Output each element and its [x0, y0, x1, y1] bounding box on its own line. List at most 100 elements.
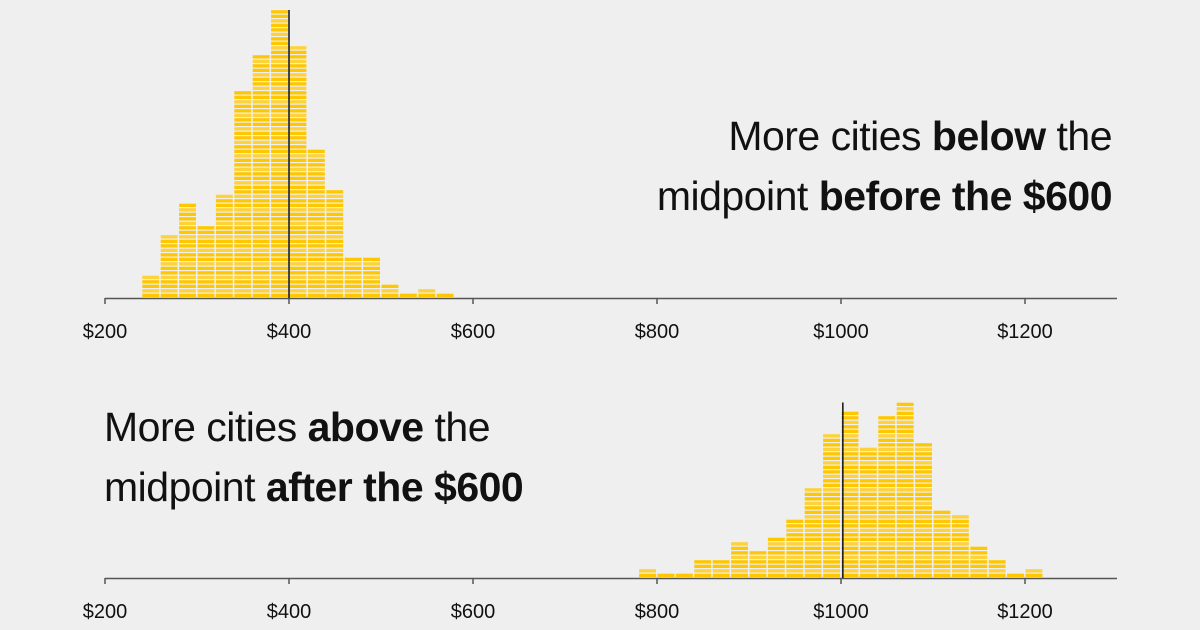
bar-unit	[252, 190, 270, 194]
bar-unit	[307, 257, 325, 261]
bar-unit	[951, 555, 969, 559]
bar-unit	[271, 86, 288, 90]
bar-unit	[933, 564, 951, 568]
bar-unit	[215, 235, 233, 239]
bar-unit	[289, 158, 307, 162]
bar-unit	[970, 560, 988, 564]
bar	[639, 569, 656, 577]
bar-unit	[896, 456, 914, 460]
bar-unit	[933, 569, 951, 573]
bar-unit	[307, 293, 325, 297]
bar-unit	[363, 275, 380, 279]
bar	[1007, 573, 1024, 577]
bar-unit	[896, 546, 914, 550]
bar-unit	[160, 262, 178, 266]
bar-unit	[326, 199, 344, 203]
bar-unit	[859, 560, 877, 564]
bar-unit	[271, 68, 288, 72]
bar-unit	[915, 456, 932, 460]
bar-unit	[271, 208, 288, 212]
bar-unit	[951, 569, 969, 573]
bar-unit	[234, 293, 252, 297]
bar-unit	[160, 284, 178, 288]
bar-unit	[289, 230, 307, 234]
bar-unit	[859, 537, 877, 541]
bar-unit	[160, 244, 178, 248]
bar-unit	[859, 461, 877, 465]
bar-unit	[234, 221, 252, 225]
bar-unit	[896, 488, 914, 492]
bar-unit	[786, 555, 804, 559]
bar	[252, 55, 270, 297]
bar-unit	[896, 506, 914, 510]
bar-unit	[326, 230, 344, 234]
bar-unit	[289, 68, 307, 72]
bar-unit	[252, 149, 270, 153]
bar	[804, 488, 822, 577]
bar-unit	[271, 293, 288, 297]
bar-unit	[823, 573, 840, 577]
bar-unit	[915, 573, 932, 577]
bar-unit	[234, 109, 252, 113]
bar-unit	[933, 537, 951, 541]
bar-unit	[841, 443, 859, 447]
bar-unit	[915, 560, 932, 564]
bar-unit	[841, 461, 859, 465]
bar-unit	[160, 248, 178, 252]
bar-unit	[289, 145, 307, 149]
x-tick-label: $1000	[813, 321, 869, 343]
bar-unit	[344, 293, 362, 297]
bar-unit	[252, 100, 270, 104]
bar-unit	[878, 452, 896, 456]
bar-unit	[896, 555, 914, 559]
bar-unit	[823, 456, 840, 460]
bar-unit	[289, 248, 307, 252]
bar-unit	[823, 519, 840, 523]
bar-unit	[896, 537, 914, 541]
bar-unit	[271, 19, 288, 23]
bar-unit	[234, 131, 252, 135]
bar-unit	[878, 447, 896, 451]
bar-unit	[142, 284, 160, 288]
bar-unit	[804, 501, 822, 505]
bar-unit	[915, 488, 932, 492]
bar-unit	[878, 528, 896, 532]
bar-unit	[215, 293, 233, 297]
bar-unit	[289, 293, 307, 297]
bar-unit	[859, 474, 877, 478]
bar-unit	[271, 127, 288, 131]
bar-unit	[271, 59, 288, 63]
bar-unit	[289, 185, 307, 189]
bar-unit	[252, 289, 270, 293]
bar-unit	[767, 560, 785, 564]
bar-unit	[841, 483, 859, 487]
bar-unit	[823, 515, 840, 519]
bar	[823, 434, 840, 577]
bar-unit	[307, 190, 325, 194]
bar-unit	[271, 95, 288, 99]
bar-unit	[767, 573, 785, 577]
bar-unit	[823, 560, 840, 564]
bar-unit	[252, 257, 270, 261]
bar-unit	[252, 212, 270, 216]
bar-unit	[841, 510, 859, 514]
bar-unit	[878, 429, 896, 433]
bar-unit	[271, 113, 288, 117]
bar-unit	[951, 524, 969, 528]
bar-unit	[234, 113, 252, 117]
bar-unit	[271, 37, 288, 41]
bar-unit	[1025, 573, 1043, 577]
bar-unit	[271, 154, 288, 158]
bar-unit	[896, 551, 914, 555]
bar-unit	[823, 461, 840, 465]
bar-unit	[234, 271, 252, 275]
bar-unit	[859, 528, 877, 532]
bar-unit	[988, 573, 1006, 577]
bar-unit	[988, 564, 1006, 568]
bar-unit	[252, 176, 270, 180]
bar-unit	[271, 217, 288, 221]
bar-unit	[841, 560, 859, 564]
bar-unit	[859, 510, 877, 514]
headline-emphasis: below	[931, 113, 1046, 159]
bar-unit	[878, 443, 896, 447]
